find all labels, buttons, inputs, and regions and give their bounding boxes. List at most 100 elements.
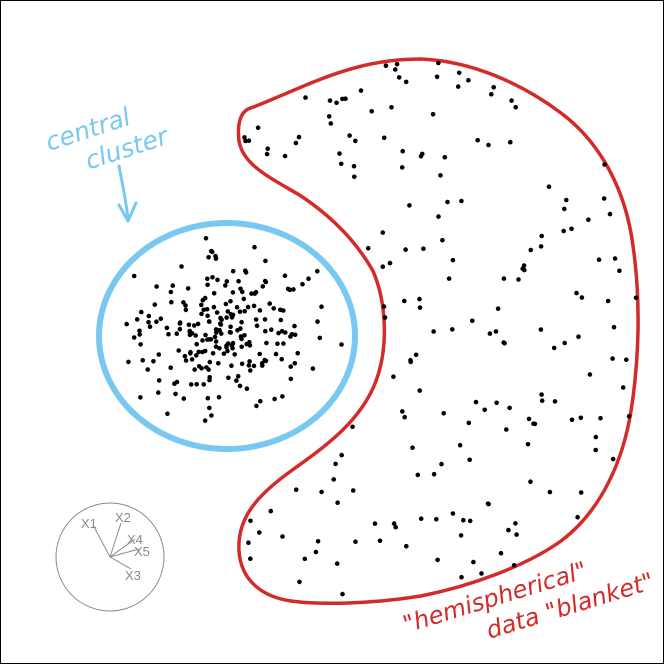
cluster-point bbox=[240, 289, 245, 295]
cluster-point bbox=[199, 311, 204, 317]
cluster-point bbox=[288, 364, 294, 369]
cluster-point bbox=[239, 319, 244, 325]
cluster-point bbox=[339, 342, 344, 347]
blanket-point bbox=[413, 352, 419, 358]
blanket-point bbox=[561, 228, 566, 234]
blanket-point bbox=[351, 163, 357, 169]
cluster-point bbox=[263, 358, 269, 364]
blanket-point bbox=[509, 98, 514, 103]
cluster-point bbox=[287, 287, 293, 293]
blanket-point bbox=[498, 550, 504, 556]
cluster-point bbox=[279, 328, 285, 334]
blanket-point bbox=[586, 217, 591, 222]
cluster-point bbox=[239, 361, 245, 367]
blanket-point bbox=[610, 356, 615, 361]
cluster-point bbox=[300, 281, 305, 287]
blanket-point bbox=[403, 247, 408, 252]
blanket-point bbox=[458, 533, 464, 538]
cluster-point bbox=[219, 331, 224, 336]
cluster-point bbox=[263, 258, 268, 264]
blanket-point bbox=[620, 385, 626, 390]
cluster-point bbox=[217, 346, 222, 351]
hemispherical-blanket-outline bbox=[236, 57, 640, 606]
biplot-label-x3: X3 bbox=[125, 568, 141, 583]
blanket-point bbox=[399, 165, 405, 170]
cluster-point bbox=[237, 309, 243, 315]
cluster-point bbox=[194, 382, 199, 387]
cluster-point bbox=[202, 418, 208, 423]
blanket-point bbox=[400, 409, 405, 414]
cluster-point bbox=[139, 309, 144, 315]
cluster-point bbox=[208, 337, 214, 342]
cluster-point bbox=[207, 359, 213, 365]
blanket-point bbox=[383, 63, 389, 68]
cluster-point bbox=[217, 327, 222, 333]
cluster-point bbox=[272, 396, 277, 402]
cluster-point bbox=[235, 373, 241, 379]
blanket-point bbox=[417, 305, 423, 310]
blanket-point bbox=[439, 461, 444, 467]
cluster-point bbox=[124, 321, 129, 327]
blanket-point bbox=[493, 329, 499, 334]
blanket-point bbox=[514, 532, 519, 537]
cluster-point bbox=[260, 363, 265, 368]
cluster-point bbox=[278, 317, 284, 323]
cluster-point bbox=[229, 315, 235, 320]
cluster-point bbox=[269, 327, 274, 333]
blanket-point bbox=[402, 298, 407, 304]
cluster-point bbox=[306, 276, 311, 282]
blanket-point bbox=[593, 434, 599, 440]
blanket-point bbox=[402, 414, 408, 420]
biplot-axis-x5 bbox=[109, 548, 140, 558]
cluster-point bbox=[200, 338, 205, 343]
blanket-point bbox=[610, 456, 616, 462]
cluster-point bbox=[291, 287, 296, 292]
cluster-point bbox=[223, 301, 229, 307]
blanket-point bbox=[352, 174, 357, 180]
cluster-point bbox=[242, 333, 247, 338]
blanket-point bbox=[380, 230, 386, 235]
cluster-point bbox=[279, 356, 285, 362]
blanket-point bbox=[407, 203, 412, 208]
blanket-point bbox=[353, 539, 358, 544]
central-cluster-arrowhead bbox=[117, 201, 138, 223]
cluster-point bbox=[206, 254, 211, 260]
blanket-point bbox=[327, 98, 333, 103]
cluster-point bbox=[288, 376, 294, 382]
blanket-point bbox=[347, 133, 352, 138]
blanket-point bbox=[538, 327, 544, 332]
cluster-point bbox=[245, 304, 251, 310]
cluster-point bbox=[249, 291, 254, 296]
cluster-point bbox=[177, 326, 183, 332]
blanket-point bbox=[569, 226, 574, 232]
blanket-point bbox=[430, 112, 436, 117]
blanket-point bbox=[578, 490, 584, 495]
blanket-point bbox=[255, 125, 261, 130]
blanket-point bbox=[436, 214, 441, 219]
blanket-point bbox=[334, 561, 340, 566]
cluster-point bbox=[244, 386, 250, 392]
cluster-point bbox=[154, 284, 159, 289]
cluster-point bbox=[164, 325, 170, 331]
cluster-point bbox=[174, 331, 180, 337]
blanket-point bbox=[578, 415, 584, 421]
cluster-point bbox=[199, 302, 204, 308]
cluster-point bbox=[248, 368, 253, 373]
cluster-point bbox=[216, 395, 222, 400]
blanket-point bbox=[415, 472, 421, 478]
cluster-point bbox=[228, 324, 233, 330]
cluster-point bbox=[166, 331, 171, 337]
cluster-point bbox=[194, 353, 199, 358]
biplot-label-x1: X1 bbox=[81, 516, 97, 531]
blanket-point bbox=[532, 421, 538, 427]
blanket-point bbox=[381, 304, 387, 309]
blanket-point bbox=[473, 399, 479, 405]
central-cluster-outline bbox=[96, 220, 358, 452]
biplot-axis-x4 bbox=[109, 538, 136, 558]
cluster-point bbox=[247, 359, 252, 364]
cluster-point bbox=[317, 335, 323, 341]
blanket-point bbox=[470, 318, 475, 324]
blanket-point bbox=[319, 489, 324, 495]
blanket-point bbox=[387, 260, 393, 266]
